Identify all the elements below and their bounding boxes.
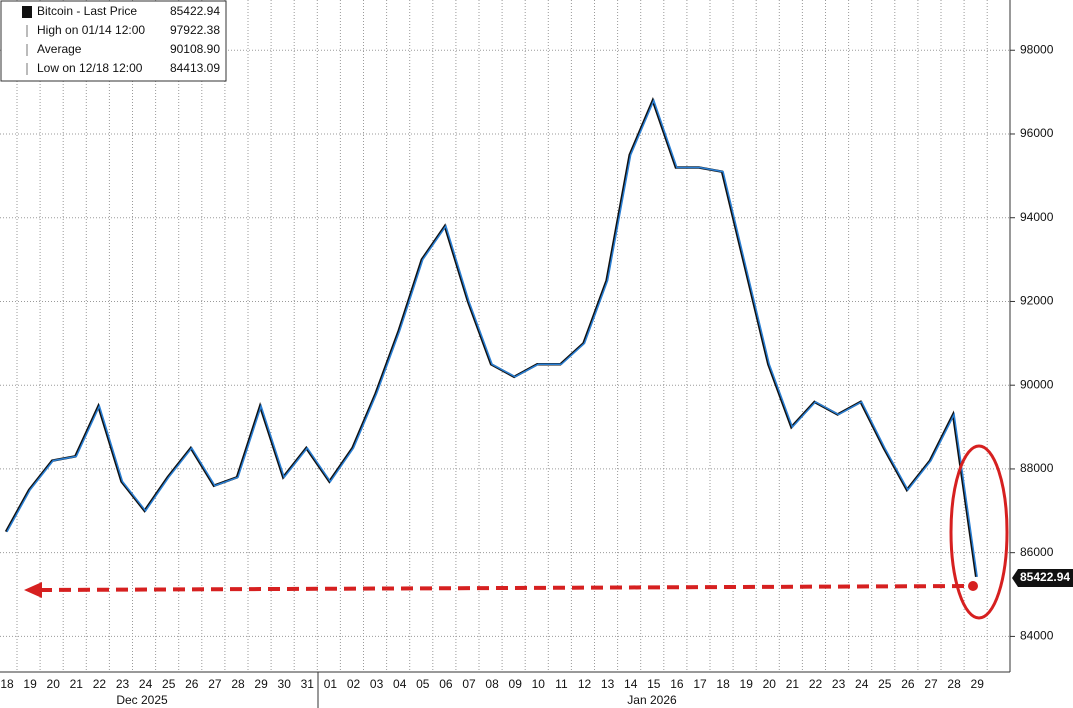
y-tick-label: 94000 [1020, 210, 1054, 224]
x-tick-label: 17 [693, 677, 707, 691]
legend: Bitcoin - Last Price 85422.94 High on 01/1… [0, 0, 227, 82]
x-tick-label: 29 [254, 677, 268, 691]
y-tick-label: 98000 [1020, 42, 1054, 56]
legend-box [0, 0, 227, 82]
x-tick-label: 09 [509, 677, 523, 691]
legend-value: 90108.90 [170, 42, 220, 56]
x-tick-label: 14 [624, 677, 638, 691]
x-tick-label: 22 [809, 677, 823, 691]
y-tick-label: 90000 [1020, 377, 1054, 391]
x-tick-label: 28 [947, 677, 961, 691]
x-tick-label: 19 [740, 677, 754, 691]
x-tick-label: 04 [393, 677, 407, 691]
x-tick-label: 26 [185, 677, 199, 691]
legend-value: 84413.09 [170, 61, 220, 75]
x-tick-label: 10 [532, 677, 546, 691]
x-tick-label: 20 [763, 677, 777, 691]
x-tick-label: 21 [70, 677, 84, 691]
x-tick-label: 05 [416, 677, 430, 691]
x-tick-label: 24 [139, 677, 153, 691]
grid [0, 0, 1015, 672]
x-tick-label: 23 [832, 677, 846, 691]
y-tick-label: 96000 [1020, 126, 1054, 140]
x-tick-label: 03 [370, 677, 384, 691]
legend-label: Average [37, 42, 82, 56]
x-tick-label: 15 [647, 677, 661, 691]
y-tick-label: 92000 [1020, 294, 1054, 308]
last-price-label: 85422.94 [1020, 570, 1070, 584]
y-tick-label: 84000 [1020, 629, 1054, 643]
x-tick-label: 23 [116, 677, 130, 691]
x-tick-label: 25 [162, 677, 176, 691]
legend-label: High on 01/14 12:00 [37, 23, 145, 37]
last-price-tag [1012, 569, 1073, 587]
x-tick-label: 30 [278, 677, 292, 691]
x-tick-label: 12 [578, 677, 592, 691]
legend-value: 85422.94 [170, 4, 220, 18]
x-tick-label: 02 [347, 677, 361, 691]
x-group-label: Jan 2026 [627, 693, 677, 707]
legend-value: 97922.38 [170, 23, 220, 37]
arrow-dot [968, 581, 978, 591]
y-tick-label: 88000 [1020, 461, 1054, 475]
x-tick-label: 26 [901, 677, 915, 691]
x-tick-label: 28 [231, 677, 245, 691]
x-tick-label: 07 [462, 677, 476, 691]
x-tick-label: 24 [855, 677, 869, 691]
x-tick-label: 13 [601, 677, 615, 691]
x-tick-label: 01 [324, 677, 338, 691]
x-group-label: Dec 2025 [116, 693, 168, 707]
x-tick-label: 29 [971, 677, 985, 691]
x-tick-label: 27 [924, 677, 938, 691]
legend-swatch [22, 6, 32, 18]
x-tick-label: 16 [670, 677, 684, 691]
x-tick-label: 22 [93, 677, 107, 691]
x-tick-label: 21 [786, 677, 800, 691]
x-tick-label: 18 [0, 677, 14, 691]
y-tick-label: 86000 [1020, 545, 1054, 559]
x-tick-label: 06 [439, 677, 453, 691]
legend-label: Bitcoin - Last Price [37, 4, 137, 18]
x-tick-label: 31 [301, 677, 315, 691]
highlight-ellipse [949, 444, 1009, 620]
arrow-line [39, 584, 971, 592]
price-line [6, 98, 978, 577]
arrow-head [24, 582, 42, 598]
x-tick-label: 08 [485, 677, 499, 691]
x-tick-label: 18 [716, 677, 730, 691]
x-tick-label: 20 [47, 677, 61, 691]
legend-label: Low on 12/18 12:00 [37, 61, 143, 75]
x-tick-label: 25 [878, 677, 892, 691]
x-tick-label: 19 [23, 677, 37, 691]
plot [4, 97, 978, 577]
x-tick-label: 27 [208, 677, 222, 691]
x-tick-label: 11 [555, 677, 568, 691]
